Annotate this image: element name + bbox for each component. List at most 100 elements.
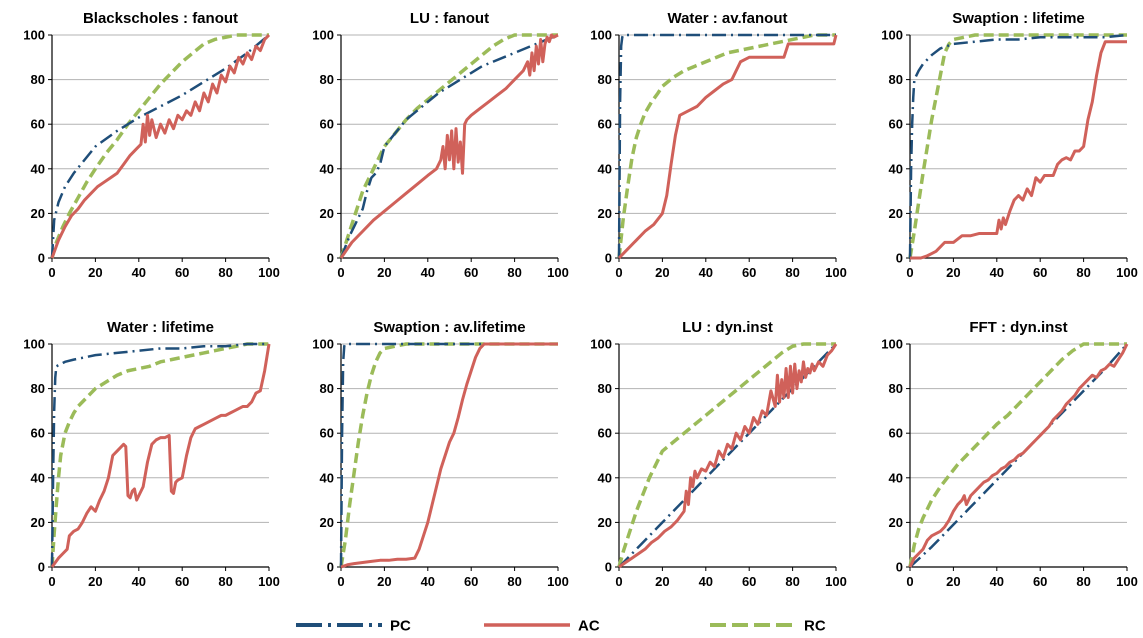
chart-7-lu-dyn-inst-y-tick-0: 0	[605, 560, 612, 575]
chart-3-water-av-fanout-y-tick-20: 20	[598, 206, 612, 221]
chart-5-water-lifetime-series-pc	[50, 342, 269, 568]
chart-3-water-av-fanout-x-tick-20: 20	[655, 265, 669, 280]
legend-label-ac: AC	[578, 618, 600, 635]
chart-8-fft-dyn-inst-y-tick-60: 60	[889, 426, 903, 441]
chart-3-water-av-fanout-y-tick-0: 0	[605, 251, 612, 266]
chart-2-lu-fanout-x-tick-0: 0	[337, 265, 344, 280]
chart-6-swaption-av-lifetime-y-tick-40: 40	[320, 470, 334, 485]
chart-7-lu-dyn-inst-series-ac	[618, 343, 838, 569]
chart-7-lu-dyn-inst-y-tick-80: 80	[598, 381, 612, 396]
chart-4-swaption-lifetime: Swaption : lifetime 0 20 40 60 80 100 0 20 40 60 80…	[881, 10, 1138, 280]
chart-6-swaption-av-lifetime-x-tick-0: 0	[337, 574, 344, 589]
chart-5-water-lifetime-x-tick-100: 100	[258, 574, 280, 589]
chart-1-blackscholes-fanout-x-tick-0: 0	[48, 265, 55, 280]
chart-4-swaption-lifetime-y-tick-0: 0	[896, 251, 903, 266]
chart-4-swaption-lifetime-x-tick-60: 60	[1033, 265, 1047, 280]
chart-7-lu-dyn-inst-x-tick-100: 100	[825, 574, 847, 589]
chart-7-lu-dyn-inst-x-tick-60: 60	[742, 574, 756, 589]
chart-8-fft-dyn-inst-y-tick-40: 40	[889, 470, 903, 485]
chart-3-water-av-fanout-y-tick-40: 40	[598, 161, 612, 176]
chart-1-blackscholes-fanout: Blackscholes : fanout 0 20 40 60 80 100 0 20 40 60…	[23, 10, 280, 280]
chart-7-lu-dyn-inst-title: LU : dyn.inst	[682, 319, 773, 336]
chart-3-water-av-fanout-x-tick-60: 60	[742, 265, 756, 280]
legend-label-rc: RC	[804, 618, 826, 635]
legend-label-pc: PC	[390, 618, 411, 635]
chart-2-lu-fanout-x-tick-20: 20	[377, 265, 391, 280]
chart-3-water-av-fanout-x-tick-80: 80	[785, 265, 799, 280]
chart-1-blackscholes-fanout-x-tick-60: 60	[175, 265, 189, 280]
chart-7-lu-dyn-inst-x-tick-80: 80	[785, 574, 799, 589]
chart-3-water-av-fanout-y-tick-100: 100	[590, 28, 612, 43]
chart-8-fft-dyn-inst-y-tick-20: 20	[889, 515, 903, 530]
chart-2-lu-fanout-x-tick-60: 60	[464, 265, 478, 280]
chart-1-blackscholes-fanout-series-pc	[50, 34, 270, 259]
chart-8-fft-dyn-inst-x-tick-100: 100	[1116, 574, 1138, 589]
chart-1-blackscholes-fanout-y-tick-100: 100	[23, 28, 45, 43]
chart-7-lu-dyn-inst-y-tick-60: 60	[598, 426, 612, 441]
chart-2-lu-fanout-y-tick-100: 100	[312, 28, 334, 43]
chart-5-water-lifetime-x-tick-20: 20	[88, 574, 102, 589]
chart-1-blackscholes-fanout-series-ac	[50, 33, 271, 259]
chart-1-blackscholes-fanout-y-tick-20: 20	[31, 206, 45, 221]
chart-6-swaption-av-lifetime-series-pc	[339, 342, 558, 568]
chart-4-swaption-lifetime-x-tick-20: 20	[946, 265, 960, 280]
chart-7-lu-dyn-inst-y-tick-40: 40	[598, 470, 612, 485]
chart-8-fft-dyn-inst: FFT : dyn.inst 0 20 40 60 80 100 0 20 40 60 80 100	[881, 319, 1138, 589]
chart-2-lu-fanout-y-tick-80: 80	[320, 72, 334, 87]
chart-4-swaption-lifetime-y-tick-100: 100	[881, 28, 903, 43]
chart-6-swaption-av-lifetime-x-tick-100: 100	[547, 574, 569, 589]
chart-1-blackscholes-fanout-x-tick-80: 80	[218, 265, 232, 280]
chart-8-fft-dyn-inst-y-tick-80: 80	[889, 381, 903, 396]
chart-1-blackscholes-fanout-x-tick-40: 40	[132, 265, 146, 280]
chart-5-water-lifetime-series-ac	[50, 343, 271, 568]
chart-1-blackscholes-fanout-title: Blackscholes : fanout	[83, 10, 238, 27]
chart-1-blackscholes-fanout-x-tick-100: 100	[258, 265, 280, 280]
chart-2-lu-fanout-x-tick-100: 100	[547, 265, 569, 280]
chart-3-water-av-fanout-series-pc	[617, 33, 836, 259]
chart-8-fft-dyn-inst-x-tick-0: 0	[906, 574, 913, 589]
chart-6-swaption-av-lifetime-series-ac	[340, 342, 558, 569]
chart-3-water-av-fanout-series-rc	[617, 33, 836, 259]
chart-2-lu-fanout-y-tick-60: 60	[320, 117, 334, 132]
chart-2-lu-fanout-title: LU : fanout	[410, 10, 489, 27]
chart-4-swaption-lifetime-x-tick-100: 100	[1116, 265, 1138, 280]
chart-8-fft-dyn-inst-series-rc	[908, 342, 1127, 568]
chart-7-lu-dyn-inst: LU : dyn.inst 0 20 40 60 80 100 0 20 40 60 80 100	[590, 319, 847, 589]
chart-5-water-lifetime-x-tick-40: 40	[132, 574, 146, 589]
chart-6-swaption-av-lifetime-x-tick-60: 60	[464, 574, 478, 589]
chart-3-water-av-fanout-y-tick-60: 60	[598, 117, 612, 132]
chart-6-swaption-av-lifetime-y-tick-100: 100	[312, 337, 334, 352]
chart-5-water-lifetime-x-tick-0: 0	[48, 574, 55, 589]
chart-7-lu-dyn-inst-x-tick-20: 20	[655, 574, 669, 589]
chart-8-fft-dyn-inst-x-tick-60: 60	[1033, 574, 1047, 589]
chart-6-swaption-av-lifetime-y-tick-60: 60	[320, 426, 334, 441]
chart-5-water-lifetime-y-tick-60: 60	[31, 426, 45, 441]
chart-6-swaption-av-lifetime-x-tick-20: 20	[377, 574, 391, 589]
chart-5-water-lifetime-y-tick-20: 20	[31, 515, 45, 530]
chart-1-blackscholes-fanout-y-tick-40: 40	[31, 161, 45, 176]
chart-5-water-lifetime: Water : lifetime 0 20 40 60 80 100 0 20 40 60 80 100	[23, 319, 280, 589]
chart-8-fft-dyn-inst-y-tick-100: 100	[881, 337, 903, 352]
chart-6-swaption-av-lifetime-series-rc	[339, 342, 558, 568]
chart-4-swaption-lifetime-y-tick-40: 40	[889, 161, 903, 176]
chart-4-swaption-lifetime-series-ac	[910, 40, 1127, 260]
chart-2-lu-fanout-x-tick-80: 80	[507, 265, 521, 280]
chart-4-swaption-lifetime-y-tick-20: 20	[889, 206, 903, 221]
chart-1-blackscholes-fanout-y-tick-60: 60	[31, 117, 45, 132]
chart-5-water-lifetime-title: Water : lifetime	[107, 319, 214, 336]
chart-2-lu-fanout-y-tick-0: 0	[327, 251, 334, 266]
chart-8-fft-dyn-inst-x-tick-80: 80	[1076, 574, 1090, 589]
chart-4-swaption-lifetime-title: Swaption : lifetime	[952, 10, 1085, 27]
chart-5-water-lifetime-y-tick-80: 80	[31, 381, 45, 396]
chart-4-swaption-lifetime-x-tick-0: 0	[906, 265, 913, 280]
chart-7-lu-dyn-inst-series-rc	[617, 342, 836, 568]
chart-6-swaption-av-lifetime-y-tick-20: 20	[320, 515, 334, 530]
chart-3-water-av-fanout-series-ac	[617, 34, 838, 260]
chart-6-swaption-av-lifetime: Swaption : av.lifetime 0 20 40 60 80 100 0 20 40 6…	[312, 319, 569, 589]
chart-4-swaption-lifetime-y-tick-80: 80	[889, 72, 903, 87]
chart-7-lu-dyn-inst-x-tick-40: 40	[699, 574, 713, 589]
chart-1-blackscholes-fanout-x-tick-20: 20	[88, 265, 102, 280]
chart-3-water-av-fanout-title: Water : av.fanout	[667, 10, 787, 27]
chart-3-water-av-fanout-x-tick-100: 100	[825, 265, 847, 280]
